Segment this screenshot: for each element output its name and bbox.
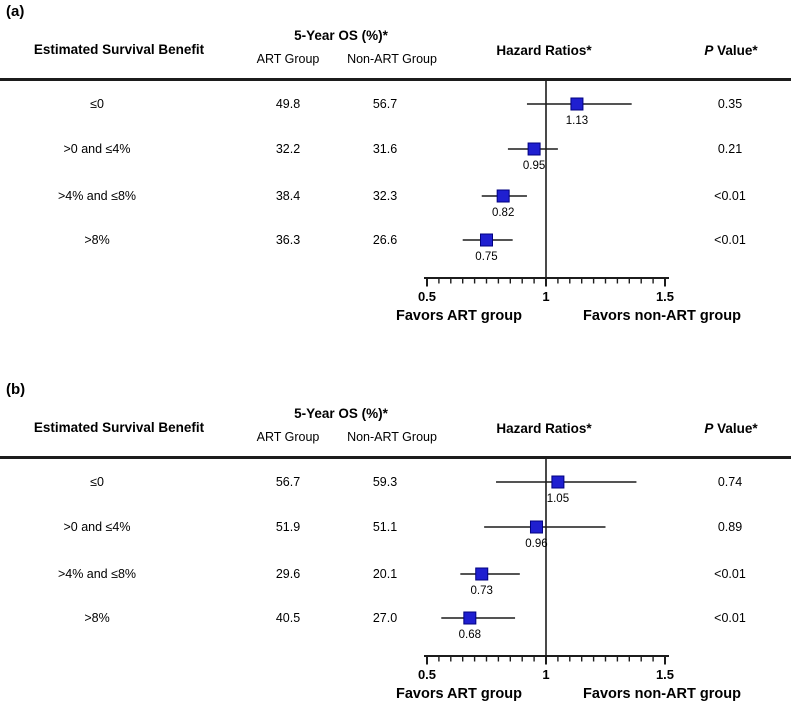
hr-value-label: 0.75 <box>475 251 497 263</box>
header-estimated-survival-benefit: Estimated Survival Benefit <box>33 42 205 57</box>
category-label: >4% and ≤8% <box>57 567 137 581</box>
tick-label: 1.5 <box>656 289 674 304</box>
p-value-rest: Value* <box>713 43 758 58</box>
hr-marker <box>475 567 489 581</box>
category-label: ≤0 <box>90 97 104 111</box>
header-non-art-group: Non-ART Group <box>347 52 437 66</box>
hr-value-label: 0.73 <box>471 585 493 597</box>
non-art-os-value: 56.7 <box>372 97 398 111</box>
hr-value-label: 0.95 <box>523 160 545 172</box>
art-os-value: 36.3 <box>275 233 301 247</box>
art-os-value: 29.6 <box>275 567 301 581</box>
p-value: <0.01 <box>714 611 746 625</box>
non-art-os-value: 27.0 <box>372 611 398 625</box>
favors-art-label: Favors ART group <box>396 308 522 324</box>
p-value: <0.01 <box>714 189 746 203</box>
category-label: >8% <box>84 233 110 247</box>
header-p-value: P Value* <box>681 41 781 61</box>
hr-value-label: 0.82 <box>492 207 514 219</box>
favors-non-art-label: Favors non-ART group <box>583 308 741 324</box>
header-estimated-survival-benefit: Estimated Survival Benefit <box>33 420 205 435</box>
category-label: >4% and ≤8% <box>57 189 137 203</box>
panel-a: (a) Estimated Survival Benefit 5-Year OS… <box>0 0 791 330</box>
art-os-value: 51.9 <box>275 520 301 534</box>
forest-plot-b: 0.5 1 1.5 Favors ART group Favors non-ART gr… <box>396 459 741 702</box>
art-os-value: 38.4 <box>275 189 301 203</box>
p-value-italic-p: P <box>704 421 714 436</box>
header-hazard-ratios: Hazard Ratios* <box>496 43 592 58</box>
forest-plot-a: 0.5 1 1.5 Favors ART group Favors non-ART gr… <box>396 81 741 324</box>
p-value-rest: Value* <box>713 421 758 436</box>
non-art-os-value: 31.6 <box>372 142 398 156</box>
panel-b-label: (b) <box>6 381 26 398</box>
p-value: 0.21 <box>717 142 743 156</box>
tick-label: 1 <box>542 667 549 682</box>
panel-a-label: (a) <box>6 3 25 20</box>
non-art-os-value: 26.6 <box>372 233 398 247</box>
header-5-year-os: 5-Year OS (%)* <box>294 28 388 43</box>
header-hazard-ratios: Hazard Ratios* <box>496 421 592 436</box>
p-value: 0.89 <box>717 520 743 534</box>
tick-label: 0.5 <box>418 667 436 682</box>
category-label: ≤0 <box>90 475 104 489</box>
hr-marker <box>480 233 493 247</box>
art-os-value: 40.5 <box>275 611 301 625</box>
hr-value-label: 1.05 <box>547 493 569 505</box>
p-value: <0.01 <box>714 567 746 581</box>
hr-marker <box>529 520 543 534</box>
favors-art-label: Favors ART group <box>396 686 522 702</box>
hr-marker <box>570 97 584 111</box>
hr-marker <box>527 142 541 156</box>
header-p-value: P Value* <box>681 419 781 439</box>
header-non-art-group: Non-ART Group <box>347 430 437 444</box>
p-value: <0.01 <box>714 233 746 247</box>
art-os-value: 32.2 <box>275 142 301 156</box>
hr-value-label: 0.68 <box>459 629 481 641</box>
tick-label: 1 <box>542 289 549 304</box>
header-5-year-os: 5-Year OS (%)* <box>294 406 388 421</box>
hr-marker <box>551 475 565 489</box>
hr-marker <box>496 189 510 203</box>
p-value: 0.35 <box>717 97 743 111</box>
favors-non-art-label: Favors non-ART group <box>583 686 741 702</box>
art-os-value: 49.8 <box>275 97 301 111</box>
header-separator-line <box>0 78 791 81</box>
header-art-group: ART Group <box>256 52 320 66</box>
p-value: 0.74 <box>717 475 743 489</box>
tick-label: 1.5 <box>656 667 674 682</box>
non-art-os-value: 59.3 <box>372 475 398 489</box>
panel-b: (b) Estimated Survival Benefit 5-Year OS… <box>0 378 791 708</box>
non-art-os-value: 32.3 <box>372 189 398 203</box>
category-label: >8% <box>84 611 110 625</box>
hr-value-label: 1.13 <box>566 115 588 127</box>
non-art-os-value: 51.1 <box>372 520 398 534</box>
header-art-group: ART Group <box>256 430 320 444</box>
category-label: >0 and ≤4% <box>63 520 131 534</box>
p-value-italic-p: P <box>704 43 714 58</box>
art-os-value: 56.7 <box>275 475 301 489</box>
hr-marker <box>463 611 477 625</box>
header-separator-line <box>0 456 791 459</box>
tick-label: 0.5 <box>418 289 436 304</box>
non-art-os-value: 20.1 <box>372 567 398 581</box>
category-label: >0 and ≤4% <box>63 142 131 156</box>
hr-value-label: 0.96 <box>525 538 547 550</box>
